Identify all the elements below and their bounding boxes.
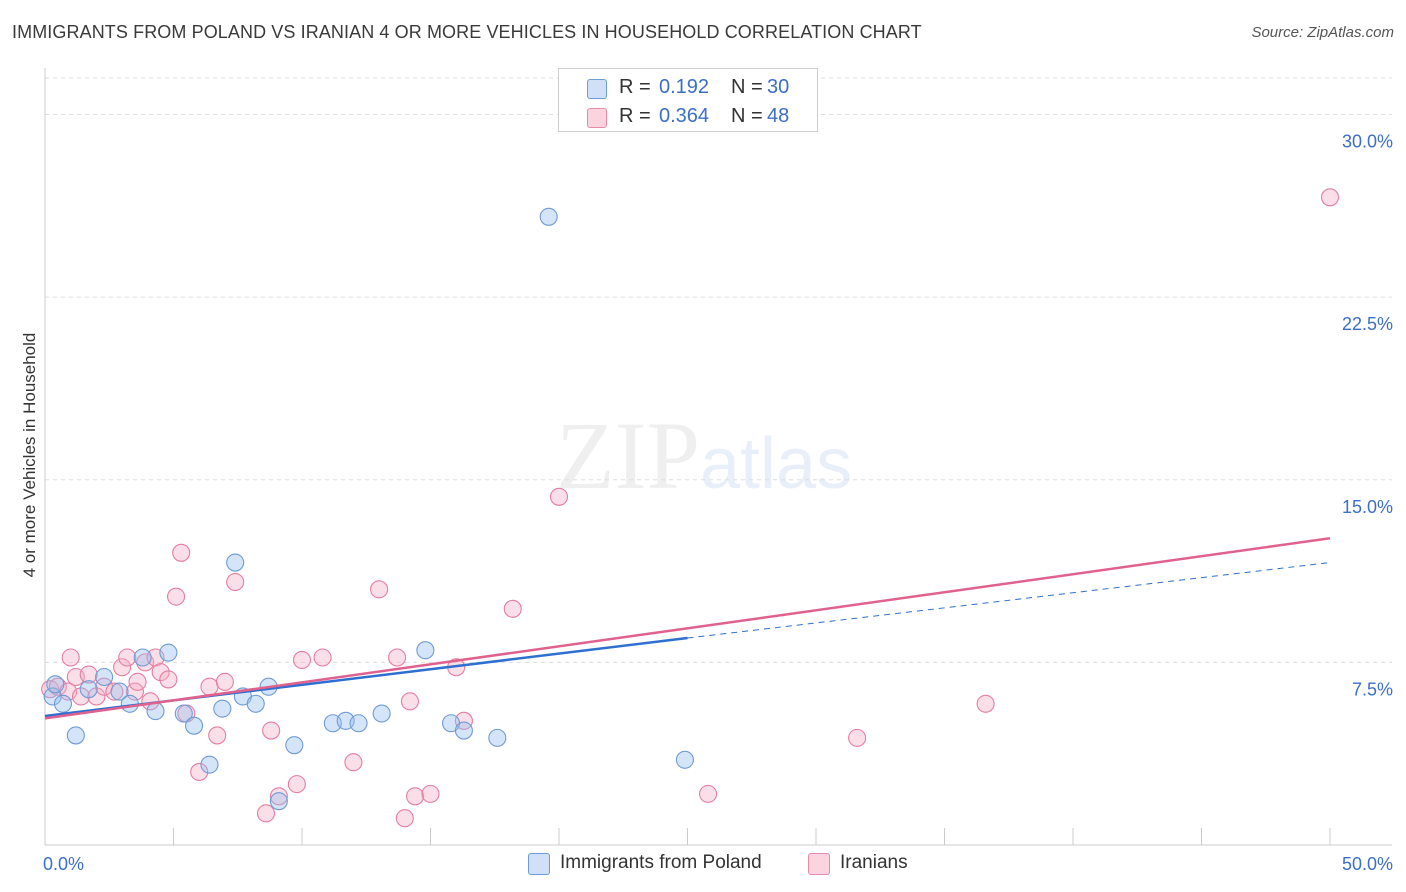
iranian-point [151,663,170,682]
x-tick-label: 0.0% [43,854,84,874]
poland-point [454,721,473,740]
poland-point [110,682,129,701]
poland-point [146,702,165,721]
watermark: ZIPatlas [556,400,852,511]
poland-point [372,704,391,723]
legend-r-value: 0.192 [659,76,710,98]
iranian-point [159,670,178,689]
legend-label-iranians: Iranians [840,852,908,873]
legend-n-value: 48 [767,105,790,127]
poland-point [285,736,304,755]
iranian-point [406,787,425,806]
iranian-point [167,587,186,606]
legend-swatch-poland [528,853,550,875]
iranian-point [848,728,867,747]
iranian-point [699,784,718,803]
poland-point [416,641,435,660]
poland-trend-extension [687,562,1331,639]
iranian-point [226,572,245,592]
iranian-point [190,762,209,782]
iranian-point [421,784,440,803]
poland-point [269,792,288,811]
poland-point [159,643,178,662]
legend-r-label: R = [619,76,651,98]
iranian-point [395,809,414,828]
y-tick-label: 7.5% [1352,679,1393,699]
chart-title: IMMIGRANTS FROM POLAND VS IRANIAN 4 OR M… [12,22,922,42]
iranian-point [61,648,80,667]
poland-point [133,648,152,667]
poland-point [226,553,245,572]
iranian-point [215,672,234,691]
iranian-point [71,687,91,706]
y-tick-label: 22.5% [1342,314,1393,334]
iranian-point [400,692,419,711]
iranian-point [549,487,569,506]
iranian-point [105,682,124,701]
iranian-point [87,687,106,706]
iranian-point [79,665,98,684]
poland-point [488,728,507,747]
iranian-point [136,653,155,672]
iranian-point [256,804,276,823]
source-label: Source: ZipAtlas.com [1251,24,1394,41]
iranian-point [1320,188,1340,207]
watermark-atlas: atlas [700,424,853,504]
iranian-point [269,787,288,806]
poland-point [675,750,694,769]
y-axis-label: 4 or more Vehicles in Household [20,332,39,578]
iranian-point [118,648,137,667]
iranian-point [344,753,363,772]
poland-point [95,667,114,687]
iranian-point [287,775,306,794]
iranian-point [48,677,67,696]
legend-label-poland: Immigrants from Poland [560,852,762,873]
poland-point [79,680,98,699]
iranian-point [292,650,312,669]
legend-swatch-poland [587,79,607,99]
poland-point [349,714,368,733]
poland-point [213,699,232,718]
y-tick-label: 15.0% [1342,497,1393,517]
legend-swatch-iranians [808,853,830,875]
legend-swatch-iranians [587,108,607,128]
poland-point [539,207,558,226]
legend-n-value: 30 [767,76,790,98]
poland-point [46,675,65,694]
iranian-point [313,648,332,667]
poland-point [185,716,204,735]
iranian-point [370,580,389,599]
iranian-point [172,543,191,562]
y-tick-label: 30.0% [1342,132,1393,152]
legend-n-label: N = [731,105,763,127]
x-tick-label: 50.0% [1342,854,1393,874]
poland-point [200,755,219,774]
legend-row-iranians: R = 0.364 N = 48 [559,100,817,130]
iranian-point [208,726,227,745]
iranian-trend-line [44,536,1331,720]
legend-r-value: 0.364 [659,105,710,127]
iranian-point [503,599,522,618]
iranian-point [113,658,132,677]
iranian-point [976,694,995,713]
poland-point [53,694,73,713]
poland-point [66,726,85,745]
legend-r-label: R = [619,105,651,127]
iranian-point [388,648,407,667]
correlation-legend: R = 0.192 N = 30 R = 0.364 N = 48 [558,68,818,132]
iranian-point [262,721,281,740]
legend-n-label: N = [731,76,763,98]
legend-row-poland: R = 0.192 N = 30 [559,71,817,101]
iranian-point [200,677,219,696]
watermark-zip: ZIP [556,402,700,509]
poland-point [246,694,265,713]
iranian-point [128,672,147,691]
poland-point [174,704,193,723]
